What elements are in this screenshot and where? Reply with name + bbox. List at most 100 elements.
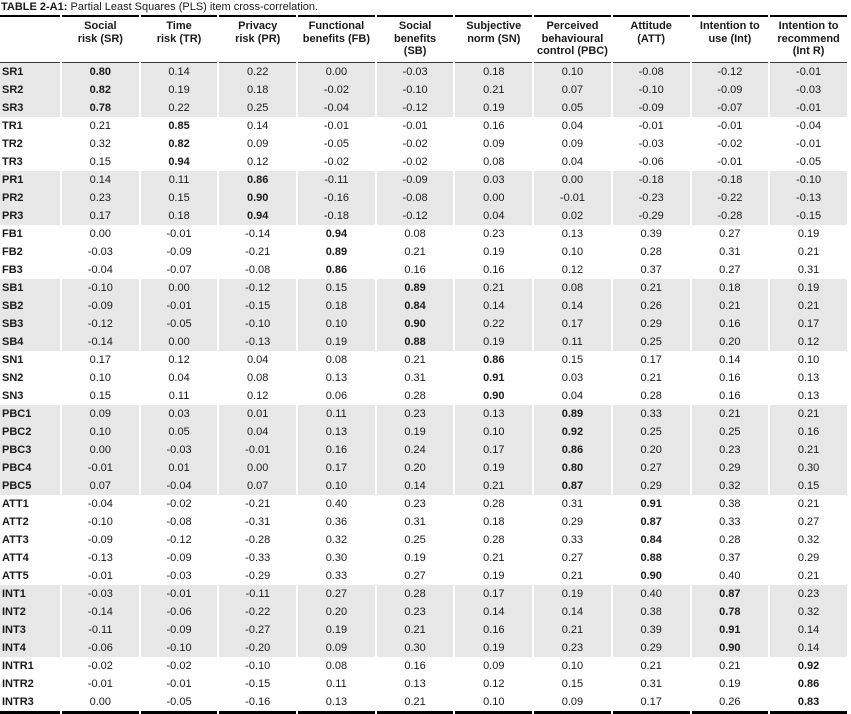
cell: 0.90 [219,188,297,207]
cell: -0.01 [534,188,611,207]
cell: -0.08 [612,62,690,81]
cell: -0.15 [770,206,847,225]
cell: -0.09 [691,80,769,99]
cell: -0.01 [796,137,822,150]
cell: 0.11 [168,389,190,402]
cell: 0.21 [534,620,611,639]
cell: 0.30 [770,458,847,477]
cell: -0.12 [166,533,192,546]
cell: 0.31 [797,263,820,276]
table-row: PBC3 0.00 -0.03 -0.01 0.16 0.24 0.17 0.86 0.20 0.… [0,440,847,459]
cell: 0.07 [534,80,611,99]
cell: 0.11 [140,170,218,189]
cell: 0.16 [404,263,426,276]
cell: 0.14 [62,170,139,189]
cell: -0.01 [770,98,847,117]
table-row: SN3 0.15 0.11 0.12 0.06 0.28 0.90 0.04 0.28 0.16 0… [0,387,847,405]
cell: 0.19 [298,332,375,351]
cell: -0.14 [62,602,139,621]
cell: 0.19 [455,98,533,117]
cell: -0.10 [770,170,847,189]
cell: 0.94 [219,206,297,225]
row-label: SB1 [0,278,60,297]
cell: 0.33 [719,515,741,528]
cell: -0.09 [140,620,218,639]
cell: 0.16 [483,263,505,276]
cell: 0.28 [640,245,662,258]
cell: 0.19 [483,245,505,258]
cell: -0.12 [691,62,769,81]
cell: -0.05 [323,137,349,150]
cell: 0.14 [140,62,218,81]
row-label: SR3 [0,98,60,117]
cell: -0.21 [245,245,271,258]
cell: 0.21 [376,693,454,714]
cell: 0.21 [691,404,769,423]
table-caption: TABLE 2-A1: Partial Least Squares (PLS) … [0,0,851,15]
table-row: FB2 -0.03 -0.09 -0.21 0.89 0.21 0.19 0.10 0.28 0.… [0,243,847,261]
cell: 0.15 [561,353,584,366]
cell: 0.16 [483,119,505,132]
cell: 0.25 [691,422,769,441]
cell: 0.04 [561,119,584,132]
cell: -0.04 [796,119,822,132]
cell: -0.09 [612,98,690,117]
cell: 0.13 [797,371,820,384]
cell: 0.21 [483,551,505,564]
cell: -0.31 [245,515,271,528]
cell: -0.10 [612,80,690,99]
cell: 0.85 [168,119,190,132]
cell: 0.94 [325,227,348,240]
cell: 0.13 [455,404,533,423]
table-row: ATT4 -0.13 -0.09 -0.33 0.30 0.19 0.21 0.27 0.88 0… [0,549,847,567]
row-label: PBC4 [0,458,60,477]
table-row: INT3 -0.11 -0.09 -0.27 0.19 0.21 0.16 0.21 0.39 0… [0,620,847,639]
cell: -0.10 [245,659,271,672]
cell: 0.15 [89,389,112,402]
cell: 0.87 [691,584,769,603]
cell: 0.21 [376,620,454,639]
row-label: INT1 [0,584,60,603]
cell: -0.01 [219,440,297,459]
cell: -0.07 [166,263,192,276]
table-row: SR3 0.78 0.22 0.25 -0.04 -0.12 0.19 0.05 -0.09 -0… [0,98,847,117]
cell: 0.01 [140,458,218,477]
cell: 0.10 [534,62,611,81]
cell: 0.29 [797,551,820,564]
cell: 0.10 [89,371,112,384]
cell: 0.86 [325,263,348,276]
cell: 0.17 [612,693,690,714]
cell: 0.19 [376,422,454,441]
cell: 0.86 [219,170,297,189]
cell: -0.23 [612,188,690,207]
cell: 0.19 [797,227,820,240]
cell: 0.87 [534,476,611,495]
cell: -0.02 [87,659,113,672]
row-label: INTR2 [2,677,34,690]
cell: 0.16 [455,620,533,639]
cell: -0.22 [691,188,769,207]
cell: 0.17 [455,584,533,603]
table-row: PR1 0.14 0.11 0.86 -0.11 -0.09 0.03 0.00 -0.18 -0… [0,170,847,189]
cell: 0.12 [247,389,269,402]
cell: 0.19 [404,551,426,564]
table-caption-text: Partial Least Squares (PLS) item cross-c… [70,1,319,13]
cell: 0.21 [612,278,690,297]
cell: -0.29 [245,569,271,582]
header-row: Social risk (SR) Time risk (TR) Privacy ri… [0,15,847,63]
cell: 0.38 [612,602,690,621]
cell: 0.82 [62,80,139,99]
cell: 0.02 [534,206,611,225]
row-label: SR2 [0,80,60,99]
cell: 0.21 [797,245,820,258]
cell: 0.28 [376,584,454,603]
cell: 0.14 [719,353,741,366]
cell: 0.25 [612,332,690,351]
row-label: ATT4 [2,551,29,564]
corner-cell [0,15,60,63]
table-row: SB3 -0.12 -0.05 -0.10 0.10 0.90 0.22 0.17 0.29 0.… [0,314,847,333]
cell: 0.00 [219,458,297,477]
cell: 0.18 [483,515,505,528]
column-header: Social benefits (SB) [376,15,454,63]
